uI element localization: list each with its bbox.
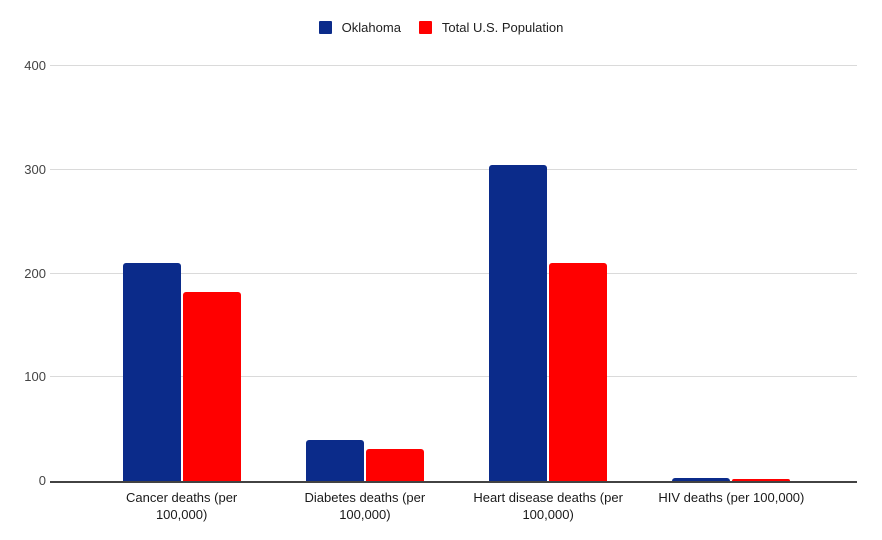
legend-swatch-oklahoma-icon	[318, 21, 332, 34]
bar-total-u-s-population-1[interactable]	[365, 448, 424, 481]
bar-oklahoma-3[interactable]	[672, 478, 731, 481]
x-label-3: HIV deaths (per 100,000)	[658, 490, 805, 505]
legend-swatch-us-population-icon	[418, 21, 432, 34]
y-tick-100: 100	[24, 369, 46, 385]
gridline-200	[50, 272, 857, 274]
y-tick-200: 200	[24, 265, 46, 281]
x-label-1: Diabetes deaths (per 100,000)	[304, 490, 426, 522]
y-axis: 0 100 200 300 400	[0, 58, 46, 488]
bar-oklahoma-1[interactable]	[305, 439, 364, 481]
bar-oklahoma-0[interactable]	[122, 263, 181, 481]
y-tick-0: 0	[38, 473, 46, 488]
gridline-300	[50, 168, 857, 170]
gridline-100	[50, 376, 857, 378]
y-tick-300: 300	[24, 161, 46, 177]
x-label-2: Heart disease deaths (per 100,000)	[473, 490, 623, 522]
legend-label-oklahoma: Oklahoma	[341, 20, 401, 35]
bars-row	[90, 66, 823, 481]
bar-group-2	[457, 66, 640, 481]
bar-total-u-s-population-0[interactable]	[182, 292, 241, 481]
plot-area	[50, 65, 857, 483]
bar-total-u-s-population-2[interactable]	[549, 263, 608, 481]
legend-label-us-population: Total U.S. Population	[441, 20, 564, 35]
legend-item-us-population: Total U.S. Population	[418, 20, 564, 35]
legend: Oklahoma Total U.S. Population	[0, 20, 882, 35]
legend-item-oklahoma: Oklahoma	[318, 20, 401, 35]
gridline-400	[50, 65, 857, 66]
x-axis-labels: Cancer deaths (per 100,000) Diabetes deat…	[90, 489, 823, 523]
bar-group-3	[640, 66, 823, 481]
bar-group-0	[90, 66, 273, 481]
y-tick-400: 400	[24, 58, 46, 73]
x-label-0: Cancer deaths (per 100,000)	[125, 490, 238, 522]
bar-total-u-s-population-3[interactable]	[732, 478, 791, 481]
bar-group-1	[273, 66, 456, 481]
bar-oklahoma-2[interactable]	[489, 164, 548, 481]
